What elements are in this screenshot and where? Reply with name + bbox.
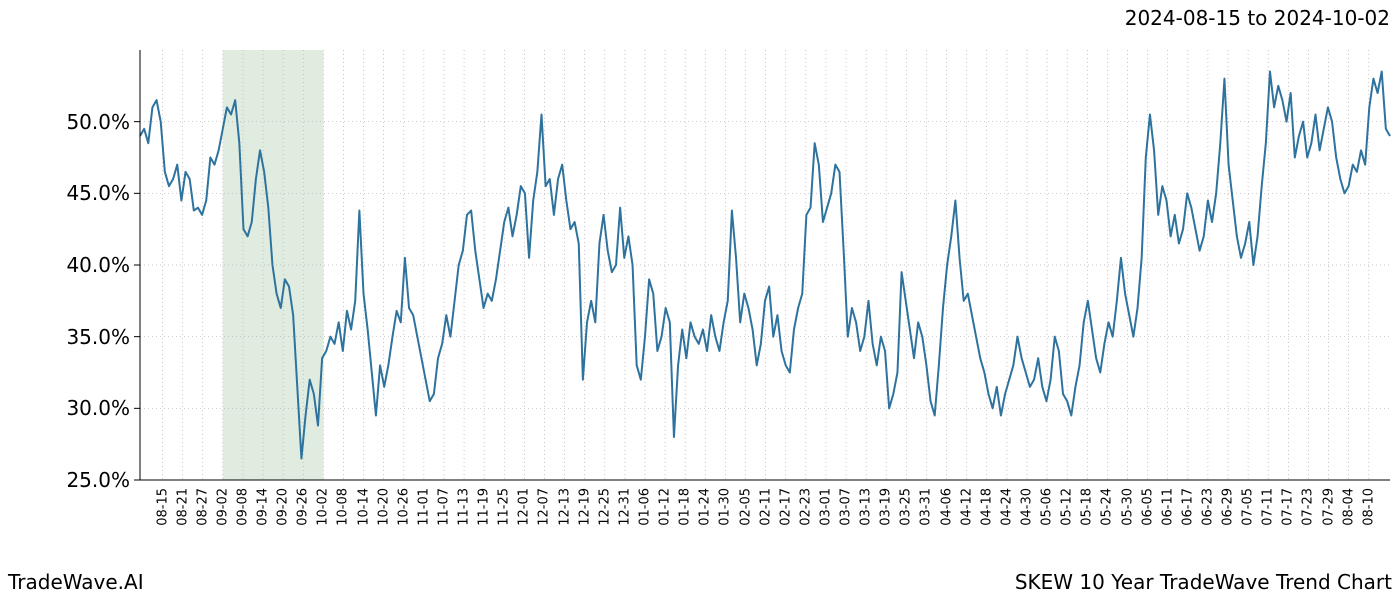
x-tick-label: 12-19 (577, 488, 592, 526)
x-tick-label: 10-02 (316, 488, 331, 526)
x-tick-label: 07-05 (1241, 488, 1256, 526)
x-tick-label: 06-17 (1180, 488, 1195, 526)
y-tick-label: 30.0% (30, 396, 130, 420)
footer-brand: TradeWave.AI (8, 570, 144, 594)
x-tick-label: 06-29 (1221, 488, 1236, 526)
chart-svg (140, 50, 1390, 480)
x-tick-label: 03-25 (899, 488, 914, 526)
x-tick-label: 02-05 (738, 488, 753, 526)
x-tick-label: 11-01 (416, 488, 431, 526)
x-tick-label: 08-27 (195, 488, 210, 526)
x-tick-label: 05-06 (1040, 488, 1055, 526)
date-range-label: 2024-08-15 to 2024-10-02 (1125, 6, 1390, 30)
chart-container: { "header": { "date_range": "2024-08-15 … (0, 0, 1400, 600)
x-tick-label: 03-07 (839, 488, 854, 526)
x-tick-label: 11-19 (477, 488, 492, 526)
x-tick-label: 03-31 (919, 488, 934, 526)
x-tick-label: 04-30 (1019, 488, 1034, 526)
x-tick-label: 02-23 (798, 488, 813, 526)
x-tick-label: 06-05 (1140, 488, 1155, 526)
x-tick-label: 03-01 (818, 488, 833, 526)
x-tick-label: 04-12 (959, 488, 974, 526)
x-tick-label: 02-17 (778, 488, 793, 526)
x-tick-label: 08-15 (155, 488, 170, 526)
x-tick-label: 12-25 (597, 488, 612, 526)
x-tick-label: 12-13 (557, 488, 572, 526)
x-tick-label: 05-18 (1080, 488, 1095, 526)
x-tick-label: 07-23 (1301, 488, 1316, 526)
x-tick-label: 10-08 (336, 488, 351, 526)
x-tick-label: 08-04 (1341, 488, 1356, 526)
x-tick-label: 01-30 (718, 488, 733, 526)
x-tick-label: 07-29 (1321, 488, 1336, 526)
x-tick-label: 11-07 (436, 488, 451, 526)
x-tick-label: 12-31 (617, 488, 632, 526)
x-tick-label: 12-01 (517, 488, 532, 526)
x-tick-label: 04-18 (979, 488, 994, 526)
y-tick-label: 45.0% (30, 181, 130, 205)
x-tick-label: 11-13 (457, 488, 472, 526)
x-tick-label: 05-30 (1120, 488, 1135, 526)
x-tick-label: 01-06 (638, 488, 653, 526)
x-tick-label: 05-24 (1100, 488, 1115, 526)
y-tick-label: 40.0% (30, 253, 130, 277)
x-tick-label: 08-10 (1361, 488, 1376, 526)
plot-area (140, 50, 1390, 480)
x-tick-label: 04-06 (939, 488, 954, 526)
x-tick-label: 03-19 (879, 488, 894, 526)
x-tick-label: 07-17 (1281, 488, 1296, 526)
y-tick-label: 25.0% (30, 468, 130, 492)
x-tick-label: 09-02 (215, 488, 230, 526)
x-tick-label: 01-12 (658, 488, 673, 526)
y-tick-label: 35.0% (30, 325, 130, 349)
x-tick-label: 01-24 (698, 488, 713, 526)
x-tick-label: 03-13 (859, 488, 874, 526)
x-tick-label: 04-24 (999, 488, 1014, 526)
x-tick-label: 09-08 (235, 488, 250, 526)
x-tick-label: 06-23 (1200, 488, 1215, 526)
x-tick-label: 06-11 (1160, 488, 1175, 526)
x-tick-label: 11-25 (497, 488, 512, 526)
x-tick-label: 09-20 (276, 488, 291, 526)
x-tick-label: 01-18 (678, 488, 693, 526)
footer-caption: SKEW 10 Year TradeWave Trend Chart (1015, 570, 1392, 594)
y-tick-label: 50.0% (30, 110, 130, 134)
x-tick-label: 10-20 (376, 488, 391, 526)
x-tick-label: 07-11 (1261, 488, 1276, 526)
x-tick-label: 12-07 (537, 488, 552, 526)
x-tick-label: 09-14 (256, 488, 271, 526)
x-tick-label: 05-12 (1060, 488, 1075, 526)
x-tick-label: 09-26 (296, 488, 311, 526)
x-tick-label: 08-21 (175, 488, 190, 526)
x-tick-label: 10-14 (356, 488, 371, 526)
x-tick-label: 10-26 (396, 488, 411, 526)
x-tick-label: 02-11 (758, 488, 773, 526)
